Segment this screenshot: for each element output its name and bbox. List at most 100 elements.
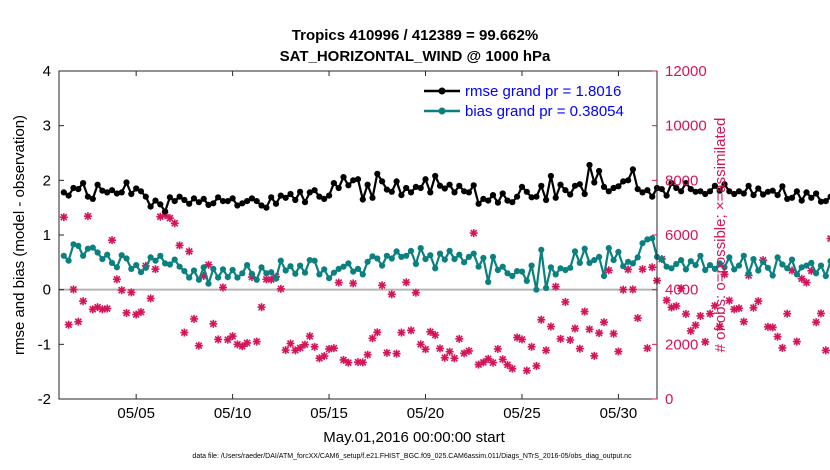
- bias-point: [538, 246, 545, 253]
- y-axis-right-ticks: 0 2000 4000 6000 8000 10000 12000: [652, 63, 707, 408]
- obs-marker: [792, 337, 801, 346]
- rmse-point: [80, 180, 87, 187]
- obs-marker: [421, 345, 430, 354]
- obs-marker: [117, 286, 126, 295]
- rmse-point: [316, 193, 323, 200]
- rmse-point: [702, 190, 709, 198]
- bias-point: [171, 256, 178, 263]
- bias-point: [591, 257, 598, 264]
- bias-point: [470, 250, 477, 257]
- obs-marker: [609, 329, 618, 338]
- rmse-point: [456, 182, 463, 189]
- bias-point: [567, 264, 574, 271]
- bias-point: [571, 248, 579, 255]
- rmse-point: [412, 183, 419, 190]
- bias-point: [321, 266, 328, 273]
- bias-point: [499, 263, 506, 270]
- obs-marker: [223, 335, 232, 344]
- rmse-point: [292, 196, 299, 204]
- rmse-point: [166, 194, 173, 201]
- rmse-point: [398, 192, 405, 199]
- bias-point: [200, 264, 207, 271]
- obs-marker: [561, 297, 570, 306]
- rmse-point: [750, 192, 757, 199]
- y-right-tick-label: 10000: [665, 118, 707, 135]
- bias-point: [678, 257, 685, 264]
- obs-marker: [185, 247, 194, 256]
- rmse-point: [697, 188, 704, 195]
- rmse-point: [340, 174, 347, 181]
- rmse-point: [808, 194, 815, 201]
- bias-point: [644, 236, 651, 243]
- bias-point: [258, 264, 265, 271]
- obs-marker: [286, 339, 295, 348]
- rmse-point: [190, 195, 198, 202]
- obs-marker: [556, 334, 565, 343]
- rmse-point: [716, 187, 723, 194]
- rmse-point: [528, 194, 535, 201]
- obs-marker: [136, 308, 145, 317]
- bias-point: [306, 257, 313, 264]
- bias-point: [277, 257, 284, 264]
- bias-point: [239, 270, 246, 277]
- obs-marker: [493, 344, 502, 353]
- rmse-point: [798, 197, 805, 204]
- rmse-point: [239, 200, 246, 207]
- bias-point: [142, 264, 149, 271]
- rmse-point: [60, 189, 67, 196]
- rmse-point: [157, 201, 164, 208]
- bias-point: [407, 247, 415, 254]
- obs-marker: [696, 311, 705, 320]
- bias-point: [596, 253, 603, 260]
- obs-marker: [435, 344, 444, 353]
- bias-point: [639, 240, 646, 247]
- obs-marker: [334, 278, 343, 287]
- bias-point: [706, 262, 714, 269]
- bias-point: [253, 276, 260, 283]
- obs-marker: [103, 304, 112, 313]
- legend: rmse grand pr = 1.8016 bias grand pr = 0…: [421, 78, 649, 124]
- rmse-point: [388, 188, 395, 195]
- obs-marker: [59, 213, 68, 222]
- obs-marker: [797, 274, 806, 283]
- obs-marker: [378, 281, 387, 290]
- bias-point: [745, 270, 752, 277]
- rmse-point: [436, 182, 444, 189]
- bias-point: [234, 274, 241, 281]
- obs-marker: [595, 329, 604, 338]
- bias-point: [388, 255, 395, 262]
- y-right-tick-label: 0: [665, 391, 673, 408]
- bias-point: [697, 252, 704, 259]
- bias-point: [369, 253, 376, 260]
- rmse-point: [533, 193, 540, 200]
- obs-marker: [397, 328, 406, 337]
- bias-point: [808, 259, 815, 266]
- bias-point: [398, 253, 405, 260]
- bias-point: [268, 269, 275, 276]
- rmse-point: [108, 187, 116, 194]
- bias-point: [248, 270, 255, 277]
- obs-marker: [349, 279, 358, 288]
- y-left-tick-label: 2: [43, 172, 51, 189]
- bias-point: [282, 267, 289, 274]
- rmse-point: [210, 200, 217, 207]
- bias-point: [634, 254, 641, 261]
- obs-marker: [108, 236, 117, 245]
- rmse-point: [244, 198, 251, 205]
- bias-point: [543, 284, 550, 292]
- obs-marker: [243, 338, 252, 347]
- bias-point: [562, 266, 569, 274]
- y-right-tick-label: 6000: [665, 227, 698, 244]
- obs-marker: [373, 328, 382, 337]
- rmse-point: [451, 189, 458, 196]
- rmse-point: [735, 188, 743, 195]
- obs-marker: [204, 260, 213, 269]
- obs-marker: [194, 341, 203, 350]
- obs-marker: [300, 340, 309, 349]
- rmse-point: [432, 172, 439, 180]
- rmse-point: [620, 178, 627, 185]
- rmse-point: [345, 182, 352, 189]
- rmse-point: [470, 182, 477, 189]
- bias-point: [480, 254, 487, 262]
- rmse-point: [711, 182, 719, 189]
